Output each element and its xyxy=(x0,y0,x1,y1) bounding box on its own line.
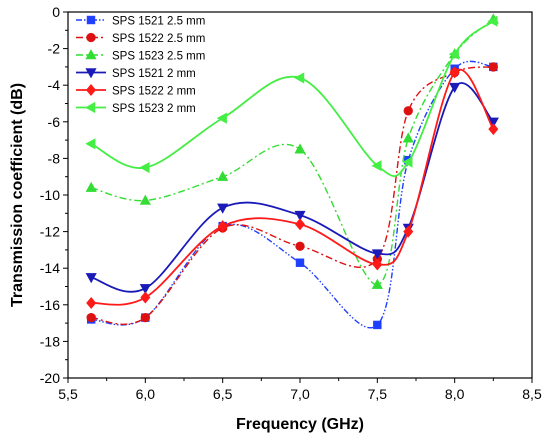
legend-label: SPS 1521 2 mm xyxy=(112,68,196,80)
data-point xyxy=(85,273,97,284)
data-point xyxy=(402,156,413,168)
data-point xyxy=(488,123,499,136)
x-axis-title: Frequency (GHz) xyxy=(236,416,364,433)
series-6 xyxy=(85,15,498,178)
y-tick-label: -20 xyxy=(40,370,60,386)
legend-marker xyxy=(85,68,97,79)
data-point xyxy=(139,284,151,295)
legend-marker xyxy=(85,101,96,114)
y-tick-label: -4 xyxy=(48,77,61,93)
y-tick-label: -18 xyxy=(40,333,60,349)
y-tick-label: -6 xyxy=(48,114,61,130)
data-point xyxy=(373,320,382,330)
data-point xyxy=(372,258,383,271)
legend-item: SPS 1523 2.5 mm xyxy=(76,49,205,63)
data-point xyxy=(371,249,383,260)
data-point xyxy=(294,210,306,222)
data-point xyxy=(217,203,229,214)
data-point xyxy=(217,220,228,233)
legend-marker xyxy=(86,32,96,43)
legend-label: SPS 1523 2.5 mm xyxy=(112,51,205,63)
legend-marker xyxy=(85,49,97,60)
series-layer xyxy=(85,13,499,330)
data-point xyxy=(295,241,305,251)
data-point xyxy=(488,62,499,72)
data-point xyxy=(295,218,305,231)
data-point xyxy=(294,143,306,154)
legend-item: SPS 1523 2 mm xyxy=(76,101,196,115)
legend: SPS 1521 2.5 mm SPS 1522 2.5 mm SPS 1523 2… xyxy=(76,16,205,115)
data-point xyxy=(402,132,414,143)
data-point xyxy=(217,170,229,181)
y-tick-label: -12 xyxy=(40,224,60,240)
legend-marker xyxy=(86,15,96,25)
data-point xyxy=(487,15,498,27)
data-point xyxy=(85,138,96,150)
data-point xyxy=(295,258,305,267)
x-tick-label: 7,0 xyxy=(290,386,310,402)
legend-marker xyxy=(86,84,96,96)
series-line xyxy=(91,66,494,325)
x-tick-label: 8,0 xyxy=(445,386,465,402)
legend-item: SPS 1521 2 mm xyxy=(76,68,196,80)
data-point xyxy=(85,181,97,192)
x-tick-label: 7,5 xyxy=(368,386,388,402)
y-tick-label: -10 xyxy=(40,187,60,203)
y-axis: -20-18-16-14-12-10-8-6-4-20 xyxy=(40,4,68,386)
y-axis-title: Transmission coefficient (dB) xyxy=(9,83,26,307)
series-line xyxy=(91,60,494,329)
plot-area-frame xyxy=(67,11,533,379)
y-tick-label: -2 xyxy=(48,41,61,57)
data-point xyxy=(371,278,383,289)
data-point xyxy=(140,312,151,323)
legend-label: SPS 1522 2 mm xyxy=(112,86,196,98)
series-1 xyxy=(86,60,498,330)
x-tick-label: 6,0 xyxy=(136,386,156,402)
data-point xyxy=(86,312,96,323)
legend-label: SPS 1523 2 mm xyxy=(112,103,196,115)
data-point xyxy=(86,296,97,309)
x-tick-label: 8,5 xyxy=(522,386,542,402)
series-4 xyxy=(85,82,499,295)
data-point xyxy=(139,161,150,174)
legend-label: SPS 1522 2.5 mm xyxy=(112,33,205,45)
series-line xyxy=(91,18,494,286)
legend-label: SPS 1521 2.5 mm xyxy=(112,16,205,28)
x-axis: 5,5 6,0 6,5 7,0 7,5 8,0 8,5 xyxy=(58,378,542,402)
legend-item: SPS 1522 2 mm xyxy=(76,84,196,98)
y-tick-label: 0 xyxy=(52,4,60,20)
x-tick-label: 5,5 xyxy=(58,386,78,402)
data-point xyxy=(448,48,459,60)
data-point xyxy=(449,82,461,93)
y-tick-label: -14 xyxy=(40,260,60,276)
data-point xyxy=(449,66,460,79)
series-5 xyxy=(86,66,499,309)
data-point xyxy=(403,106,413,116)
data-point xyxy=(371,160,382,172)
data-point xyxy=(216,112,227,124)
x-tick-label: 6,5 xyxy=(213,386,233,402)
data-point xyxy=(139,194,151,205)
data-point xyxy=(403,225,414,238)
data-point xyxy=(140,291,151,304)
data-point xyxy=(294,72,305,84)
legend-item: SPS 1522 2.5 mm xyxy=(76,32,205,45)
y-tick-label: -8 xyxy=(48,150,61,166)
series-line xyxy=(90,82,494,293)
legend-item: SPS 1521 2.5 mm xyxy=(76,16,205,28)
series-line xyxy=(90,20,494,178)
y-tick-label: -16 xyxy=(40,297,60,313)
